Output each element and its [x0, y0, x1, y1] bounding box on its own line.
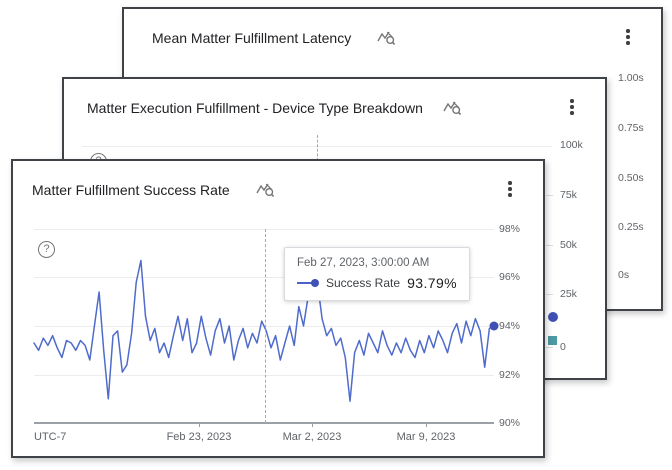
card-title: Matter Execution Fulfillment - Device Ty…: [87, 99, 423, 116]
help-icon[interactable]: ?: [38, 241, 55, 258]
x-axis-tick: [199, 423, 200, 427]
tooltip-series-label: Success Rate: [326, 276, 401, 290]
chart-explore-hidden-icon[interactable]: [443, 99, 463, 116]
tooltip-timestamp: Feb 27, 2023, 3:00:00 AM: [297, 257, 430, 269]
crosshair-line: [265, 229, 266, 423]
chart-explore-hidden-icon[interactable]: [377, 29, 397, 46]
y-axis-label: 94%: [499, 320, 521, 332]
x-axis-tick: [312, 423, 313, 427]
x-axis-line: [34, 422, 494, 424]
y-axis-label: 96%: [499, 271, 521, 283]
y-axis-label: 0: [560, 341, 566, 353]
x-axis-date-label: Mar 2, 2023: [282, 431, 342, 443]
card-header: Matter Execution Fulfillment - Device Ty…: [87, 99, 463, 116]
series-marker-circle: [548, 312, 558, 322]
y-axis-label: 90%: [499, 417, 521, 429]
y-axis-label: 25k: [560, 288, 577, 300]
series-line-dot-icon: [297, 279, 319, 287]
y-axis-label: 0s: [618, 269, 630, 281]
gridline-sliver: [546, 347, 553, 348]
gridline-94: [34, 326, 494, 327]
gridline-sliver: [546, 195, 553, 196]
more-options-menu-button[interactable]: [565, 98, 579, 116]
card-matter-fulfillment-success-rate: Matter Fulfillment Success Rate 98% 96% …: [11, 159, 545, 458]
more-options-menu-button[interactable]: [621, 28, 635, 46]
y-axis-label: 100k: [560, 139, 583, 151]
y-axis-label: 1.00s: [618, 72, 644, 84]
chart-tooltip: Feb 27, 2023, 3:00:00 AM Success Rate 93…: [284, 247, 470, 301]
success-rate-line-chart[interactable]: [13, 161, 547, 460]
y-axis-label: 98%: [499, 223, 521, 235]
tooltip-series-row: Success Rate 93.79%: [297, 275, 457, 291]
y-axis-label: 92%: [499, 369, 521, 381]
card-title: Matter Fulfillment Success Rate: [32, 181, 230, 198]
gridline-sliver: [546, 294, 553, 295]
tooltip-value: 93.79%: [407, 275, 457, 291]
more-options-menu-button[interactable]: [503, 180, 517, 198]
timezone-label: UTC-7: [34, 431, 67, 443]
y-axis-label: 0.25s: [618, 221, 644, 233]
chart-explore-hidden-icon[interactable]: [256, 181, 276, 198]
y-axis-label: 0.75s: [618, 122, 644, 134]
x-axis-date-label: Feb 23, 2023: [166, 431, 232, 443]
card-header: Mean Matter Fulfillment Latency: [152, 29, 397, 46]
x-axis-date-label: Mar 9, 2023: [396, 431, 456, 443]
series-marker-square: [548, 336, 557, 345]
crosshair-line: [317, 135, 318, 161]
gridline-sliver: [546, 245, 553, 246]
y-axis-label: 75k: [560, 189, 577, 201]
card-header: Matter Fulfillment Success Rate: [32, 181, 276, 198]
card-title: Mean Matter Fulfillment Latency: [152, 29, 352, 46]
y-axis-label: 50k: [560, 239, 577, 251]
gridline-98: [34, 229, 494, 230]
y-axis-label: 0.50s: [618, 172, 644, 184]
gridline-92: [34, 375, 494, 376]
x-axis-tick: [426, 423, 427, 427]
